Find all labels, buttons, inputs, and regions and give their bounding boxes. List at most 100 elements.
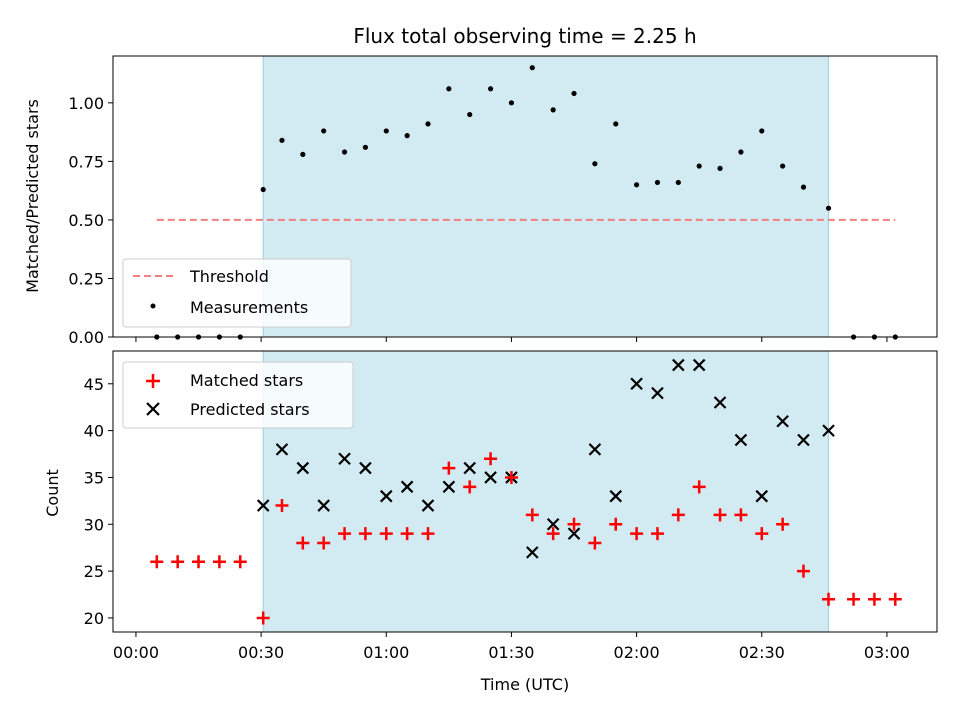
predicted-star-point: [672, 358, 685, 372]
predicted-star-point: [463, 461, 476, 475]
measurement-point: [613, 121, 619, 127]
predicted-star-point: [317, 499, 330, 512]
matched-star-point: [421, 527, 435, 541]
matched-star-point: [150, 555, 164, 569]
matched-star-point: [171, 555, 185, 569]
matched-star-point: [525, 508, 539, 522]
measurement-point: [675, 179, 681, 186]
measurement-point: [634, 182, 640, 188]
measurement-point: [321, 128, 327, 134]
x-tick-label: 02:00: [614, 643, 660, 662]
predicted-star-point: [713, 396, 727, 409]
chart-title: Flux total observing time = 2.25 h: [353, 24, 696, 48]
count-observing-span: [262, 350, 830, 633]
matched-star-point: [546, 527, 560, 541]
count-plot-frame: [112, 350, 938, 633]
matched-star-point: [847, 592, 861, 606]
measurement-point: [300, 151, 306, 157]
measurement-point: [550, 107, 556, 113]
matched-star-point: [400, 527, 414, 541]
measurement-point: [467, 111, 473, 118]
measurement-point: [759, 128, 765, 134]
measurement-point: [571, 90, 577, 97]
measurement-point: [425, 121, 431, 127]
matched-star-point: [822, 592, 836, 606]
matched-star-point: [192, 555, 206, 569]
count-panel: 20 25 30 35 40 45 00:00 00:30 01:00 01:30 02:00 02:…: [43, 350, 938, 694]
ratio-legend-box: [122, 258, 352, 328]
matched-star-point: [567, 517, 581, 531]
matched-star-point: [713, 508, 727, 522]
matched-star-point: [463, 480, 477, 494]
matched-star-point: [358, 527, 372, 541]
measurement-point: [404, 133, 410, 139]
predicted-star-point: [400, 480, 414, 494]
ratio-panel: 0.00 0.25 0.50 0.75 1.00 Threshold Measureme…: [23, 55, 938, 347]
matched-star-point: [212, 555, 226, 569]
measurement-point: [654, 179, 661, 186]
count-plot-area: 20 25 30 35 40 45 00:00 00:30 01:00 01:30 02:00 02:…: [84, 350, 938, 662]
x-tick-label: 02:30: [739, 643, 785, 662]
predicted-star-point: [651, 386, 664, 400]
predicted-star-point: [421, 499, 435, 512]
matched-star-point: [504, 470, 518, 484]
measurement-point: [800, 184, 807, 190]
ratio-observing-span: [262, 55, 830, 338]
predicted-star-point: [692, 358, 706, 372]
x-tick-label: 01:00: [363, 643, 409, 662]
ratio-plot-frame: [112, 55, 938, 338]
matched-legend-label: Matched stars: [190, 371, 303, 390]
measurement-point: [738, 149, 744, 155]
measurement-point: [341, 149, 348, 155]
measurement-point: [383, 128, 389, 134]
measurement-point: [529, 65, 535, 71]
ratio-y-tick-label: 0.25: [68, 269, 104, 288]
matched-star-point: [379, 527, 393, 541]
threshold-legend-label: Threshold: [189, 267, 269, 286]
predicted-star-point: [567, 527, 581, 540]
ratio-y-tick-label: 0.50: [68, 211, 104, 230]
x-axis-label: Time (UTC): [480, 675, 569, 694]
count-legend: Matched stars Predicted stars: [122, 361, 354, 429]
count-legend-box: [122, 361, 354, 429]
measurement-point: [780, 163, 786, 169]
measurement-point: [260, 186, 266, 193]
predicted-star-point: [734, 433, 748, 447]
predicted-star-point: [526, 546, 539, 559]
matched-star-point: [442, 461, 456, 475]
predicted-star-point: [822, 424, 835, 437]
predicted-star-point: [776, 414, 789, 428]
matched-star-point: [776, 517, 790, 531]
count-y-tick-label: 45: [84, 375, 104, 394]
ratio-y-tick-label: 0.75: [68, 152, 104, 171]
matched-star-point: [338, 527, 352, 541]
predicted-star-point: [630, 377, 643, 391]
matched-star-point: [734, 508, 748, 522]
matched-star-point: [755, 527, 769, 541]
matched-star-point: [233, 555, 247, 569]
measurement-point: [362, 144, 369, 150]
matched-star-point: [796, 564, 810, 578]
matched-star-point: [650, 527, 664, 541]
predicted-star-point: [546, 518, 560, 531]
measurement-point: [592, 161, 598, 167]
ratio-plot-area: 0.00 0.25 0.50 0.75 1.00: [68, 55, 938, 347]
predicted-star-point: [588, 443, 602, 456]
matched-star-point: [275, 499, 289, 513]
x-tick-label: 01:30: [488, 643, 534, 662]
count-y-tick-label: 35: [84, 468, 104, 487]
predicted-legend-swatch: [146, 402, 160, 416]
matched-star-point: [256, 611, 270, 625]
predicted-star-point: [797, 433, 810, 447]
matched-star-point: [692, 480, 706, 494]
measurement-point: [696, 163, 702, 169]
ratio-legend: Threshold Measurements: [122, 258, 352, 328]
matched-star-point: [588, 536, 602, 550]
predicted-star-point: [379, 489, 393, 503]
predicted-star-point: [609, 489, 623, 503]
ratio-y-axis-label: Matched/Predicted stars: [23, 99, 42, 293]
measurement-point: [717, 165, 723, 171]
x-tick-label: 03:00: [864, 643, 910, 662]
matched-star-point: [867, 592, 881, 606]
